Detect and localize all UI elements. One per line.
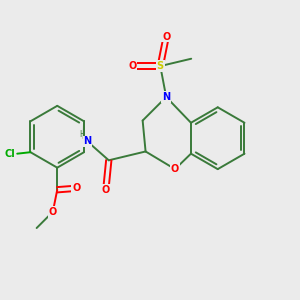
Text: O: O [171, 164, 179, 174]
Text: O: O [102, 185, 110, 195]
Text: N: N [83, 136, 91, 146]
Text: S: S [157, 61, 164, 71]
Text: O: O [128, 61, 136, 71]
Text: O: O [49, 207, 57, 217]
Text: O: O [72, 183, 80, 193]
Text: O: O [162, 32, 170, 42]
Text: H: H [80, 130, 85, 139]
Text: N: N [162, 92, 170, 102]
Text: Cl: Cl [4, 149, 15, 159]
